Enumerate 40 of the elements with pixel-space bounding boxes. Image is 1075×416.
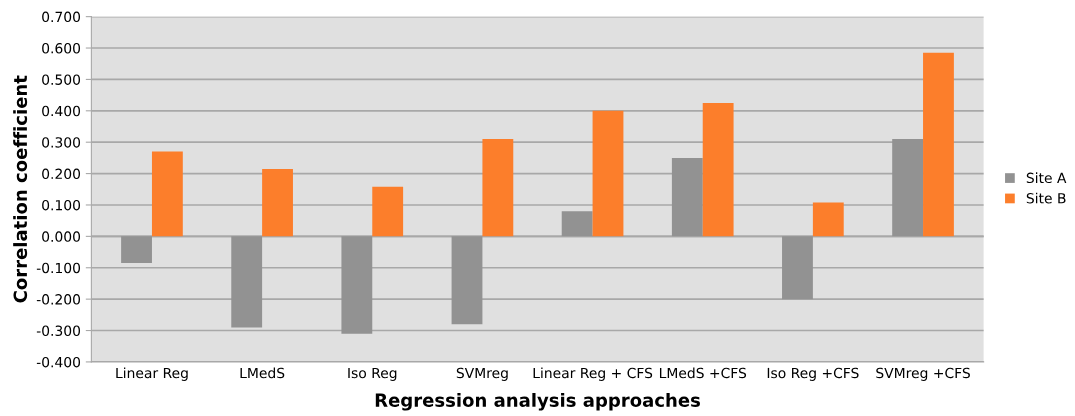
bar [923,52,954,237]
y-axis-title: Correlation coefficient [13,75,28,303]
bar [812,202,844,237]
y-tick-label: -0.300 [36,325,81,337]
x-tick-label: SVMreg [456,367,508,381]
x-tick-label: SVMreg +CFS [876,367,970,381]
x-tick-label: LMedS +CFS [659,367,747,379]
bar [231,236,263,328]
x-tick-label: LMedS [240,367,285,379]
y-tick-label: -0.400 [36,356,81,368]
x-axis-title: Regression analysis approaches [375,393,700,411]
bar [892,139,924,237]
y-tick-label: 0.700 [42,11,81,23]
bar [151,151,183,237]
bar [782,236,813,300]
bar [372,186,404,237]
legend-label: Site A [1026,172,1067,184]
bar [561,211,593,237]
y-tick-label: 0.300 [42,137,81,148]
bar [451,236,483,325]
y-tick-label: 0.000 [42,231,81,242]
y-tick-label: -0.200 [36,294,81,305]
bar [592,110,624,237]
y-tick-label: 0.100 [42,199,81,211]
y-tick-label: 0.500 [42,74,81,85]
y-tick-label: 0.200 [42,168,81,180]
bar [341,236,373,334]
bar [121,236,152,264]
y-tick-label: 0.600 [42,43,81,54]
y-tick-label: 0.400 [42,105,81,117]
bar [671,157,703,237]
bar [262,168,293,237]
x-tick-label: Iso Reg [348,367,397,381]
x-tick-label: Linear Reg [116,367,188,381]
x-tick-label: Linear Reg + CFS [533,367,653,381]
bar [702,102,734,237]
bar [482,139,514,237]
legend-label: Site B [1026,192,1066,204]
x-tick-label: Iso Reg +CFS [767,367,859,381]
y-tick-label: -0.100 [36,262,81,274]
